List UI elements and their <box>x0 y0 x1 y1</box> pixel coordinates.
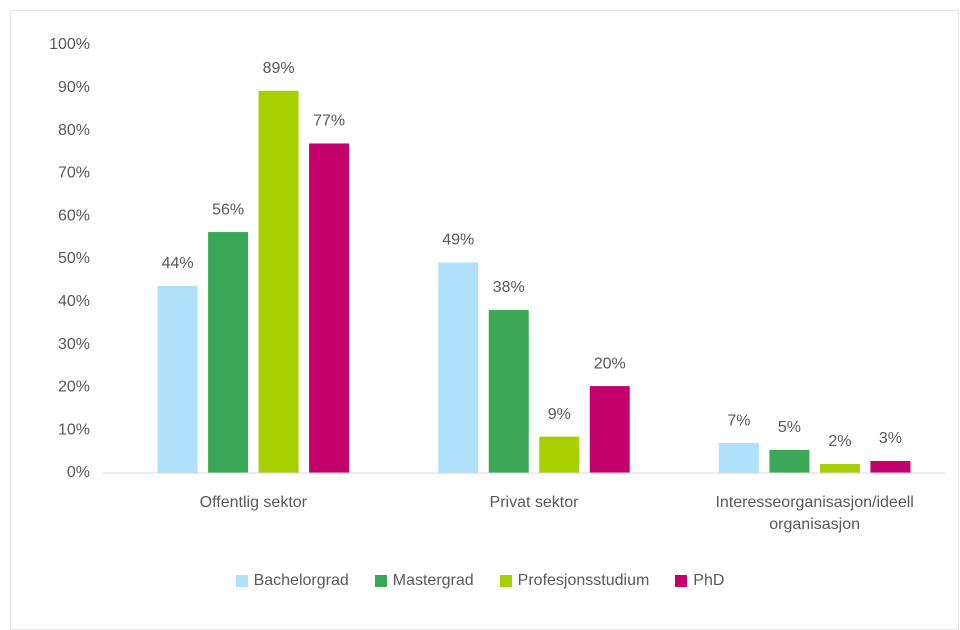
data-label: 49% <box>442 232 474 249</box>
bar <box>769 449 810 473</box>
data-label: 5% <box>778 419 801 436</box>
legend-swatch <box>374 575 387 587</box>
y-tick-label: 60% <box>58 207 90 224</box>
y-tick-label: 100% <box>49 36 90 53</box>
y-tick-label: 90% <box>58 79 90 96</box>
legend-label: Bachelorgrad <box>253 572 349 589</box>
legend-label: Mastergrad <box>392 572 474 589</box>
data-label: 44% <box>162 255 194 272</box>
legend-item: Bachelorgrad <box>235 572 349 590</box>
legend-item: PhD <box>675 572 724 590</box>
data-label: 38% <box>493 279 525 296</box>
y-tick-label: 30% <box>58 336 90 353</box>
data-label: 77% <box>313 113 345 130</box>
y-tick-label: 70% <box>58 165 90 182</box>
bar <box>157 285 198 473</box>
data-label: 89% <box>263 60 295 77</box>
y-tick-label: 80% <box>58 122 90 139</box>
bar <box>258 90 299 474</box>
y-tick-label: 20% <box>58 379 90 396</box>
data-label: 3% <box>879 430 902 447</box>
data-label: 20% <box>594 355 626 372</box>
data-label: 56% <box>212 201 244 218</box>
bar <box>870 461 911 473</box>
legend-label: Profesjonsstudium <box>517 572 650 589</box>
data-label: 7% <box>727 412 750 429</box>
bar <box>208 232 249 473</box>
bar <box>539 436 580 473</box>
data-label: 9% <box>548 406 571 423</box>
legend-swatch <box>675 575 688 587</box>
legend-label: PhD <box>693 572 725 589</box>
x-tick-label: Privat sektor <box>489 494 579 511</box>
bar <box>819 464 860 473</box>
bar <box>488 309 529 473</box>
y-tick-label: 50% <box>58 250 90 267</box>
bar <box>309 143 350 473</box>
y-tick-label: 40% <box>58 293 90 310</box>
legend-swatch <box>235 575 248 587</box>
legend-item: Profesjonsstudium <box>499 572 650 590</box>
y-tick-label: 10% <box>58 421 90 438</box>
x-tick-label: Offentlig sektor <box>199 494 307 511</box>
page: 0% 10% 20% 30% 40% 50% 60% 70% 80% 90% 100% 44% 56% 8… <box>0 10 960 630</box>
legend-swatch <box>499 575 512 587</box>
bar <box>718 443 759 473</box>
y-tick-label: 0% <box>67 464 90 481</box>
bar <box>438 262 479 473</box>
chart: 0% 10% 20% 30% 40% 50% 60% 70% 80% 90% 100% 44% 56% 8… <box>49 36 945 481</box>
x-tick-label: Interesseorganisasjon/ideell organisasjo… <box>715 494 914 533</box>
legend: Bachelorgrad Mastergrad Profesjonsstudium P… <box>0 572 960 590</box>
data-label: 2% <box>828 433 851 450</box>
legend-item: Mastergrad <box>374 572 474 590</box>
bar <box>589 386 630 473</box>
